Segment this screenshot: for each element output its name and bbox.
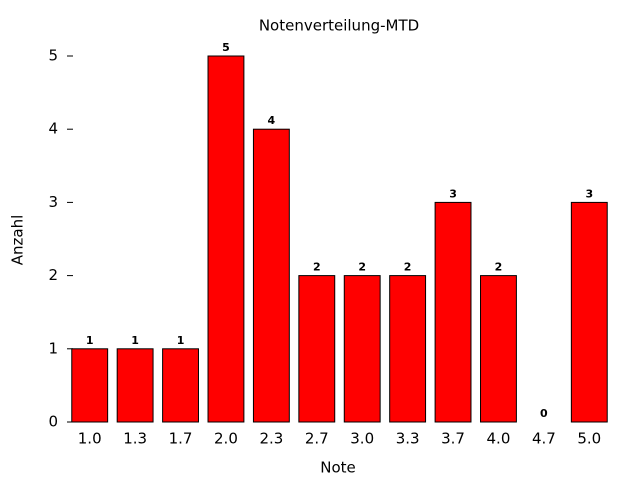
x-tick-label: 5.0: [577, 430, 601, 448]
y-tick-label: 2: [48, 266, 58, 284]
value-label: 3: [585, 187, 593, 200]
value-label: 3: [449, 187, 457, 200]
y-tick-label: 4: [48, 120, 58, 138]
value-label: 1: [177, 334, 185, 347]
x-tick-label: 3.0: [350, 430, 374, 448]
bar: [71, 348, 109, 423]
value-label: 2: [495, 261, 503, 274]
value-label: 2: [313, 261, 321, 274]
x-tick-label: 4.7: [532, 430, 556, 448]
value-label: 5: [222, 41, 230, 54]
bar: [389, 275, 427, 423]
y-tick-label: 1: [48, 339, 58, 357]
bar: [162, 348, 199, 423]
y-tick-label: 0: [48, 413, 58, 431]
x-tick-label: 3.7: [441, 430, 465, 448]
bar: [298, 275, 336, 423]
bar: [343, 275, 381, 423]
bar: [207, 55, 245, 423]
value-label: 2: [404, 261, 412, 274]
value-label: 4: [268, 114, 276, 127]
y-tick-label: 5: [48, 47, 58, 65]
bar: [480, 275, 517, 423]
bar: [570, 201, 608, 423]
value-label: 1: [86, 334, 94, 347]
value-label: 2: [358, 261, 366, 274]
bar: [434, 201, 472, 423]
bar: [252, 128, 290, 423]
value-label: 0: [540, 407, 548, 420]
x-tick-label: 2.0: [214, 430, 238, 448]
x-axis-label: Note: [320, 459, 356, 477]
x-tick-label: 2.7: [305, 430, 329, 448]
chart-title: Notenverteilung-MTD: [259, 17, 419, 35]
value-label: 1: [131, 334, 139, 347]
x-tick-label: 2.3: [259, 430, 283, 448]
x-tick-label: 4.0: [487, 430, 511, 448]
x-tick-label: 1.7: [169, 430, 193, 448]
y-tick-label: 3: [48, 193, 58, 211]
y-axis-label: Anzahl: [9, 215, 27, 266]
x-tick-label: 1.0: [78, 430, 102, 448]
bar: [116, 348, 154, 423]
x-tick-label: 1.3: [123, 430, 147, 448]
x-tick-label: 3.3: [396, 430, 420, 448]
